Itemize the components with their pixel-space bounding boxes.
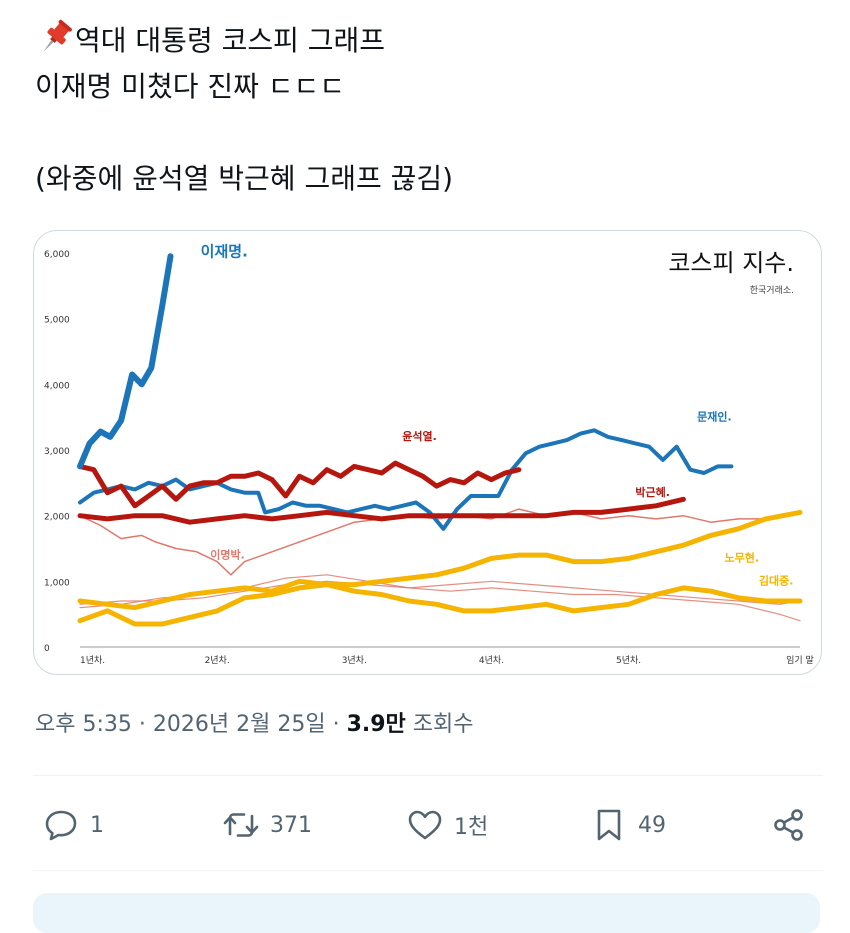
y-tick-label: 6,000	[44, 250, 70, 260]
y-tick-label: 1,000	[44, 578, 70, 588]
series-label: 김대중.	[759, 574, 794, 588]
x-tick-label: 2년차.	[205, 654, 230, 666]
pushpin-icon	[43, 19, 72, 52]
x-tick-label: 1년차.	[80, 654, 105, 666]
retweet-count: 371	[270, 812, 312, 838]
series-label: 문재인.	[697, 409, 732, 423]
post-date[interactable]: 2026년 2월 25일	[152, 712, 326, 737]
y-tick-label: 0	[44, 644, 50, 654]
series-line	[77, 509, 803, 627]
action-bar: 1 371 1천 49	[0, 800, 850, 850]
chart-image[interactable]: 0 1,000 2,000 3,000 4,000 5,000 6,000 1년차. 2년차. 3…	[33, 230, 822, 675]
divider	[33, 870, 823, 871]
bookmark-button[interactable]: 49	[590, 800, 666, 850]
tweet-line-1-text: 역대 대통령 코스피 그래프	[75, 24, 386, 57]
kospi-chart: 0 1,000 2,000 3,000 4,000 5,000 6,000 1년차. 2년차. 3…	[44, 242, 814, 666]
series-label: 이재명.	[201, 242, 248, 260]
series-line	[77, 496, 686, 525]
divider	[33, 775, 823, 776]
background-series-line	[79, 580, 801, 622]
bookmark-count: 49	[638, 812, 666, 838]
series-line	[77, 253, 174, 470]
meta-separator: ·	[332, 712, 340, 737]
views-label: 조회수	[412, 712, 474, 737]
y-tick-label: 3,000	[44, 447, 70, 457]
series-label: 노무현.	[725, 551, 760, 565]
tweet-meta: 오후 5:35 · 2026년 2월 25일 · 3.9만 조회수	[35, 706, 474, 738]
x-tick-label: 4년차.	[479, 654, 504, 666]
like-button[interactable]: 1천	[406, 800, 488, 850]
series-label: 박근혜.	[635, 485, 670, 499]
tweet-line-2: 이재명 미쳤다 진짜 ㄷㄷㄷ	[35, 70, 346, 103]
reply-button[interactable]: 1	[42, 800, 104, 850]
y-tick-label: 2,000	[44, 513, 70, 523]
like-count: 1천	[454, 815, 489, 840]
series-label: 이명박.	[210, 547, 245, 561]
tweet-line-1: 역대 대통령 코스피 그래프	[35, 18, 825, 64]
x-tick-label: 임기 말	[786, 654, 814, 666]
series-line	[77, 578, 803, 614]
reply-icon	[45, 810, 77, 841]
tweet-line-3: (와중에 윤석열 박근혜 그래프 끊김)	[35, 162, 454, 195]
tweet-text: 역대 대통령 코스피 그래프 이재명 미쳤다 진짜 ㄷㄷㄷ (와중에 윤석열 박…	[35, 18, 825, 202]
share-button[interactable]	[770, 800, 808, 850]
chart-source: 한국거래소.	[750, 285, 794, 296]
y-tick-label: 5,000	[44, 316, 70, 326]
retweet-button[interactable]: 371	[222, 800, 312, 850]
heart-icon	[408, 810, 442, 840]
retweet-icon	[223, 813, 259, 837]
post-time[interactable]: 오후 5:35	[35, 712, 132, 737]
reply-count: 1	[90, 812, 104, 838]
chart-title: 코스피 지수.	[668, 249, 794, 277]
x-tick-label: 5년차.	[616, 654, 641, 666]
series-label: 윤석열.	[402, 429, 437, 443]
series-line	[77, 460, 522, 509]
share-icon	[774, 809, 803, 841]
x-tick-label: 3년차.	[342, 654, 367, 666]
reply-prompt-box[interactable]	[33, 893, 820, 933]
y-tick-label: 4,000	[44, 381, 70, 391]
views-count: 3.9만	[346, 712, 406, 737]
meta-separator: ·	[138, 712, 146, 737]
bookmark-icon	[597, 809, 621, 841]
